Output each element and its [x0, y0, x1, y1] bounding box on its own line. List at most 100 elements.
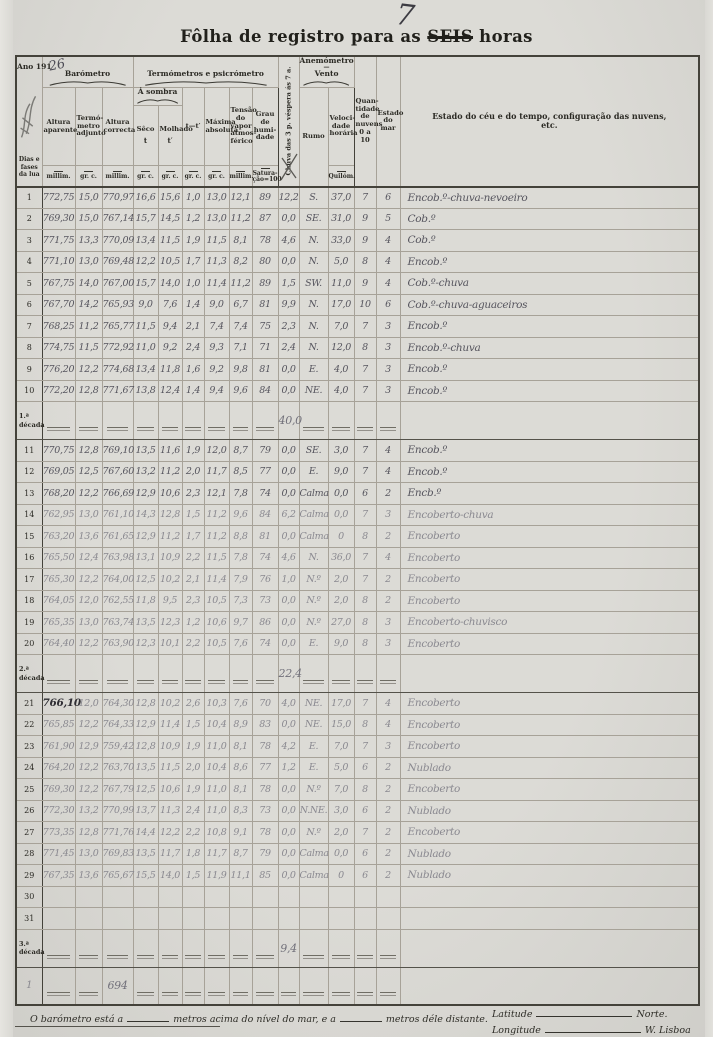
cell-maxima_absoluta: 10,4: [203, 713, 230, 737]
cell-grau_humidade: [251, 907, 279, 930]
cell-ceu: [399, 907, 700, 930]
cell-seco: 12,5: [132, 568, 159, 591]
cell-mar: 3: [375, 503, 401, 527]
register-row-6: 6 767,70 14,2 765,93 9,0 7,6 1,4 9,0 6,7 81 9,9 N. 1…: [15, 293, 700, 317]
sum-line: [207, 992, 226, 997]
cell-grau_humidade: 77: [251, 756, 279, 780]
cell-ceu: Encob.º: [399, 379, 700, 403]
cell-altura_correcta: [101, 401, 134, 441]
day-number: 7: [15, 315, 43, 338]
cell-maxima_absoluta: 10,5: [203, 632, 230, 656]
cell-altura_aparente: [41, 928, 76, 968]
cell-t_menos_t: 2,3: [181, 589, 205, 613]
day-number: 2: [15, 207, 43, 231]
sum-line: [136, 954, 155, 959]
cell-maxima_absoluta: 13,0: [203, 207, 230, 231]
cell-seco: 13,7: [132, 799, 159, 823]
decade-label: 3.ª década: [15, 928, 45, 968]
cell-termometro_adjunto: 12,8: [74, 821, 103, 844]
day-number: 3: [15, 229, 43, 252]
cell-mar: 2: [375, 821, 401, 844]
cell-grau_humidade: [251, 966, 279, 1006]
cell-nuvens: 6: [353, 756, 377, 780]
cell-nuvens: [353, 654, 377, 694]
col-molhado: Molhado t′: [157, 105, 193, 167]
sum-line: [232, 992, 249, 997]
col-tensao-vapor: Tensão do vapor atmos-férico: [228, 87, 257, 167]
cell-grau_humidade: 73: [251, 589, 279, 613]
title-struck-word: SEIS: [427, 27, 474, 46]
cell-rumo: Calma: [298, 842, 329, 866]
cell-maxima_absoluta: 10,4: [203, 756, 230, 780]
cell-seco: 9,0: [132, 293, 159, 317]
cell-chuva: 0,0: [277, 589, 300, 613]
cell-velocidade: 5,0: [327, 756, 355, 780]
cell-altura_aparente: 769,30: [41, 778, 76, 801]
cell-termometro_adjunto: 12,4: [74, 546, 103, 570]
cell-molhado: [157, 654, 183, 694]
cell-altura_aparente: 768,20: [41, 482, 76, 505]
register-row-8: 8 774,75 11,5 772,92 11,0 9,2 2,4 9,3 7,1 71 2,4 N.…: [15, 336, 700, 360]
cell-molhado: 10,2: [157, 692, 183, 715]
cell-nuvens: [353, 401, 377, 441]
cell-termometro_adjunto: [74, 966, 103, 1006]
day-number: 23: [15, 735, 43, 758]
cell-termometro_adjunto: 13,6: [74, 525, 103, 548]
cell-rumo: N.º: [298, 821, 329, 844]
barometer-note-text: metros déle distante.: [385, 1014, 488, 1025]
cell-ceu: Encoberto: [399, 546, 700, 570]
cell-molhado: 10,1: [157, 632, 183, 656]
cell-tensao_vapor: 8,1: [228, 229, 253, 252]
cell-t_menos_t: [181, 907, 205, 930]
sum-line: [303, 680, 324, 685]
sum-line: [79, 954, 98, 959]
cell-nuvens: [353, 885, 377, 909]
cell-t_menos_t: 1,0: [181, 272, 205, 295]
cell-mar: 2: [375, 756, 401, 780]
sum-line: [379, 992, 397, 997]
cell-nuvens: 8: [353, 336, 377, 360]
sum-line: [357, 992, 373, 997]
cell-altura_correcta: 694: [101, 966, 134, 1006]
cell-molhado: 11,4: [157, 713, 183, 737]
blank-line: [544, 1023, 641, 1034]
register-row-4: 4 771,10 13,0 769,48 12,2 10,5 1,7 11,3 8,2 80 0,0…: [15, 250, 700, 274]
summary-row: 1 694: [15, 966, 700, 1006]
cell-tensao_vapor: [228, 966, 253, 1006]
cell-nuvens: 7: [353, 185, 377, 209]
sum-line: [303, 954, 324, 959]
register-row-14: 14 762,95 13,0 761,10 14,3 12,8 1,5 11,2 9,6 84 6,…: [15, 503, 700, 527]
cell-rumo: N.º: [298, 568, 329, 591]
day-number: 12: [15, 460, 43, 484]
cell-altura_correcta: 766,69: [101, 482, 134, 505]
cell-mar: 2: [375, 482, 401, 505]
cell-mar: 2: [375, 568, 401, 591]
cell-chuva: 0,0: [277, 482, 300, 505]
cell-seco: 13,4: [132, 358, 159, 381]
cell-altura_correcta: 765,67: [101, 864, 134, 887]
cell-mar: [375, 928, 401, 968]
cell-rumo: [298, 885, 329, 909]
register-table-body: 1 772,75 15,0 770,97 16,6 15,6 1,0 13,0 12,1 89 12…: [15, 185, 700, 1006]
cell-ceu: [399, 401, 700, 441]
cell-ceu: Nublado: [399, 799, 700, 823]
cell-mar: 2: [375, 799, 401, 823]
cell-mar: 2: [375, 842, 401, 866]
cell-maxima_absoluta: 11,4: [203, 272, 230, 295]
cell-altura_aparente: 773,35: [41, 821, 76, 844]
cell-rumo: E.: [298, 460, 329, 484]
brace-icon: [144, 81, 267, 86]
cell-tensao_vapor: 8,2: [228, 250, 253, 274]
cell-velocidade: 9,0: [327, 632, 355, 656]
sum-line: [46, 954, 71, 959]
day-number: 16: [15, 546, 43, 570]
cell-mar: 3: [375, 735, 401, 758]
day-number: 5: [15, 272, 43, 295]
cell-grau_humidade: 89: [251, 185, 279, 209]
cell-rumo: E.: [298, 735, 329, 758]
cell-velocidade: 7,0: [327, 778, 355, 801]
cell-seco: [132, 966, 159, 1006]
cell-grau_humidade: 73: [251, 799, 279, 823]
cell-altura_correcta: 770,09: [101, 229, 134, 252]
cell-termometro_adjunto: 12,2: [74, 713, 103, 737]
